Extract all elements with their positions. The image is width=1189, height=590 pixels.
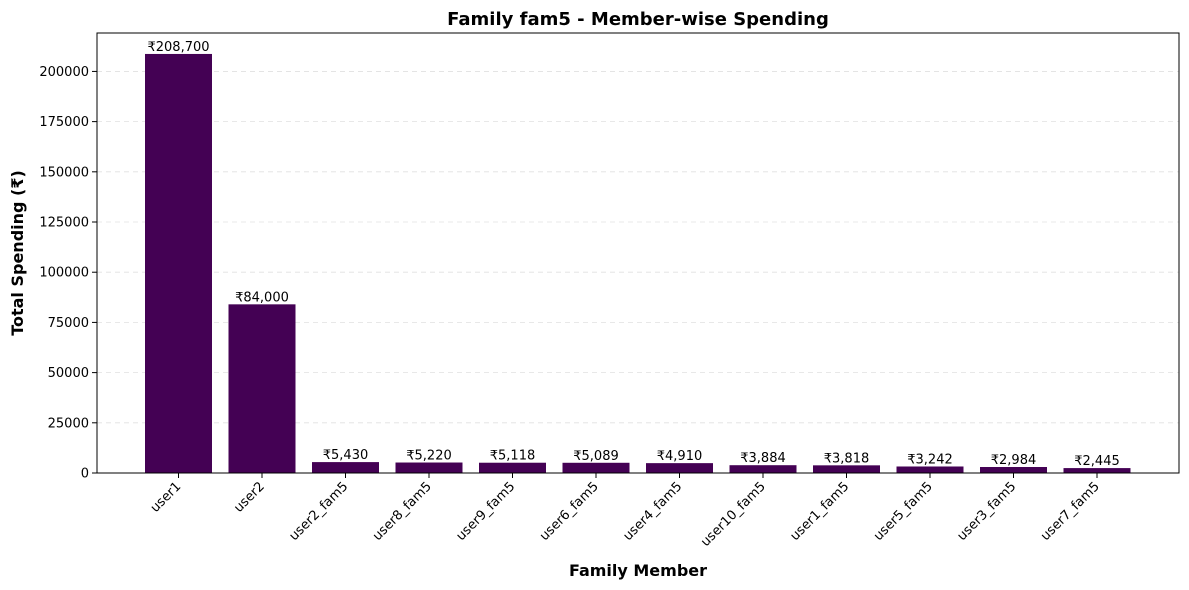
bar-user6_fam5 — [562, 462, 630, 473]
bar-user9_fam5 — [479, 462, 546, 473]
bar-user8_fam5 — [395, 462, 463, 473]
x-tick-label: user7_fam5 — [1038, 479, 1103, 544]
data-label-user6_fam5: ₹5,089 — [573, 449, 619, 464]
y-axis-ticks: 0 25000 50000 75000 100000 125000 150000 175000… — [39, 65, 97, 482]
data-label-user8_fam5: ₹5,220 — [406, 449, 452, 464]
bar-user7_fam5 — [1063, 468, 1131, 473]
x-tick-label: user2 — [231, 479, 268, 516]
x-tick-label: user4_fam5 — [621, 479, 686, 544]
x-tick-label: user1 — [148, 479, 185, 516]
data-label-user9_fam5: ₹5,118 — [490, 449, 536, 464]
y-tick-label: 175000 — [39, 115, 89, 130]
x-tick-label: user8_fam5 — [370, 479, 435, 544]
y-tick-label: 100000 — [39, 266, 89, 281]
bar-user3_fam5 — [980, 467, 1047, 473]
data-label-user3_fam5: ₹2,984 — [991, 453, 1037, 468]
y-tick-label: 25000 — [48, 416, 89, 431]
data-label-user1: ₹208,700 — [147, 40, 209, 55]
x-axis-label: Family Member — [569, 561, 707, 580]
bars — [145, 53, 1131, 473]
x-tick-label: user5_fam5 — [871, 479, 936, 544]
bar-user2_fam5 — [312, 462, 379, 473]
x-tick-label: user6_fam5 — [537, 479, 602, 544]
x-tick-label: user3_fam5 — [955, 479, 1020, 544]
bar-user10_fam5 — [729, 465, 797, 473]
y-tick-label: 125000 — [39, 216, 89, 231]
bar-user1 — [145, 53, 212, 473]
y-tick-label: 0 — [81, 467, 89, 482]
y-tick-label: 75000 — [48, 316, 89, 331]
x-axis-ticks: user1 user2 user2_fam5 user8_fam5 user9_fam5… — [148, 473, 1103, 550]
chart-title: Family fam5 - Member-wise Spending — [447, 9, 829, 30]
x-tick-label: user10_fam5 — [698, 479, 769, 550]
data-label-user2: ₹84,000 — [235, 290, 289, 305]
data-label-user4_fam5: ₹4,910 — [657, 449, 703, 464]
plot-frame — [96, 32, 1180, 474]
bar-user2 — [228, 304, 296, 473]
y-tick-label: 150000 — [39, 165, 89, 180]
bar-user4_fam5 — [646, 463, 713, 473]
data-labels: ₹208,700 ₹84,000 ₹5,430 ₹5,220 ₹5,118 ₹5,089 ₹… — [147, 40, 1119, 469]
bar-user5_fam5 — [896, 466, 964, 473]
x-tick-label: user9_fam5 — [454, 479, 519, 544]
y-axis-label: Total Spending (₹) — [8, 170, 27, 336]
data-label-user1_fam5: ₹3,818 — [824, 451, 870, 466]
data-label-user2_fam5: ₹5,430 — [323, 448, 369, 463]
y-tick-label: 50000 — [48, 366, 89, 381]
bar-user1_fam5 — [813, 465, 880, 473]
x-tick-label: user2_fam5 — [287, 479, 352, 544]
y-tick-label: 200000 — [39, 65, 89, 80]
data-label-user5_fam5: ₹3,242 — [907, 452, 953, 467]
data-label-user7_fam5: ₹2,445 — [1074, 454, 1120, 469]
x-tick-label: user1_fam5 — [788, 479, 853, 544]
data-label-user10_fam5: ₹3,884 — [740, 451, 786, 466]
